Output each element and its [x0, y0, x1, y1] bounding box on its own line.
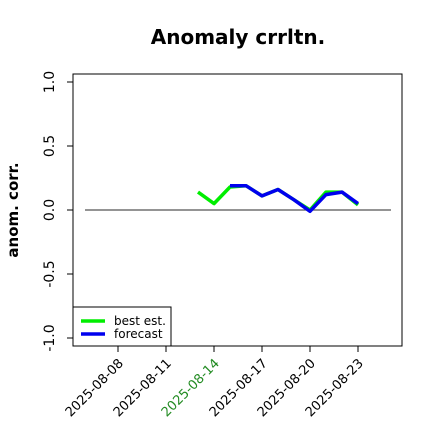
y-tick-label: 0.5 [42, 135, 58, 157]
legend-box [72, 306, 172, 347]
chart-title: Anomaly crrltn. [151, 25, 325, 49]
legend-label: forecast [114, 327, 163, 341]
x-axis: 2025-08-082025-08-112025-08-142025-08-17… [63, 346, 367, 420]
series-line-forecast [230, 183, 360, 214]
y-tick-label: 1.0 [42, 71, 58, 93]
y-tick-label: -1.0 [42, 324, 58, 351]
legend-label: best est. [114, 314, 166, 328]
y-axis-label: anom. corr. [4, 162, 22, 257]
y-axis: -1.0 -0.5 0.0 0.5 1.0 [42, 71, 73, 352]
y-tick-label: 0.0 [42, 199, 58, 221]
series-group [196, 183, 360, 214]
y-tick-label: -0.5 [42, 260, 58, 287]
legend: best est.forecast [72, 306, 172, 347]
